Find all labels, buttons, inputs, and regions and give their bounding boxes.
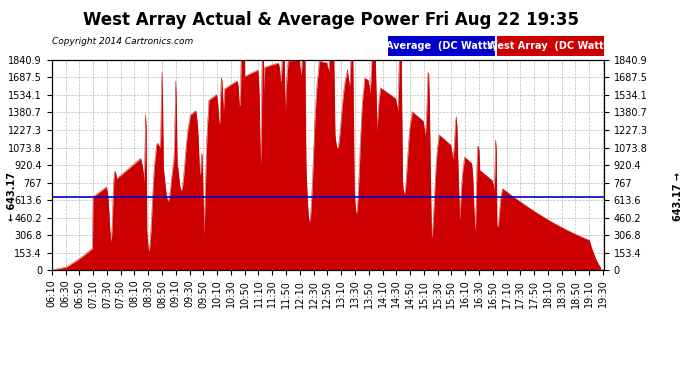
Text: West Array Actual & Average Power Fri Aug 22 19:35: West Array Actual & Average Power Fri Au… xyxy=(83,11,579,29)
Text: Copyright 2014 Cartronics.com: Copyright 2014 Cartronics.com xyxy=(52,38,193,46)
Text: Average  (DC Watts): Average (DC Watts) xyxy=(386,41,497,51)
Text: ← 643.17: ← 643.17 xyxy=(7,172,17,221)
Text: 643.17 →: 643.17 → xyxy=(673,172,683,221)
Text: West Array  (DC Watts): West Array (DC Watts) xyxy=(487,41,613,51)
